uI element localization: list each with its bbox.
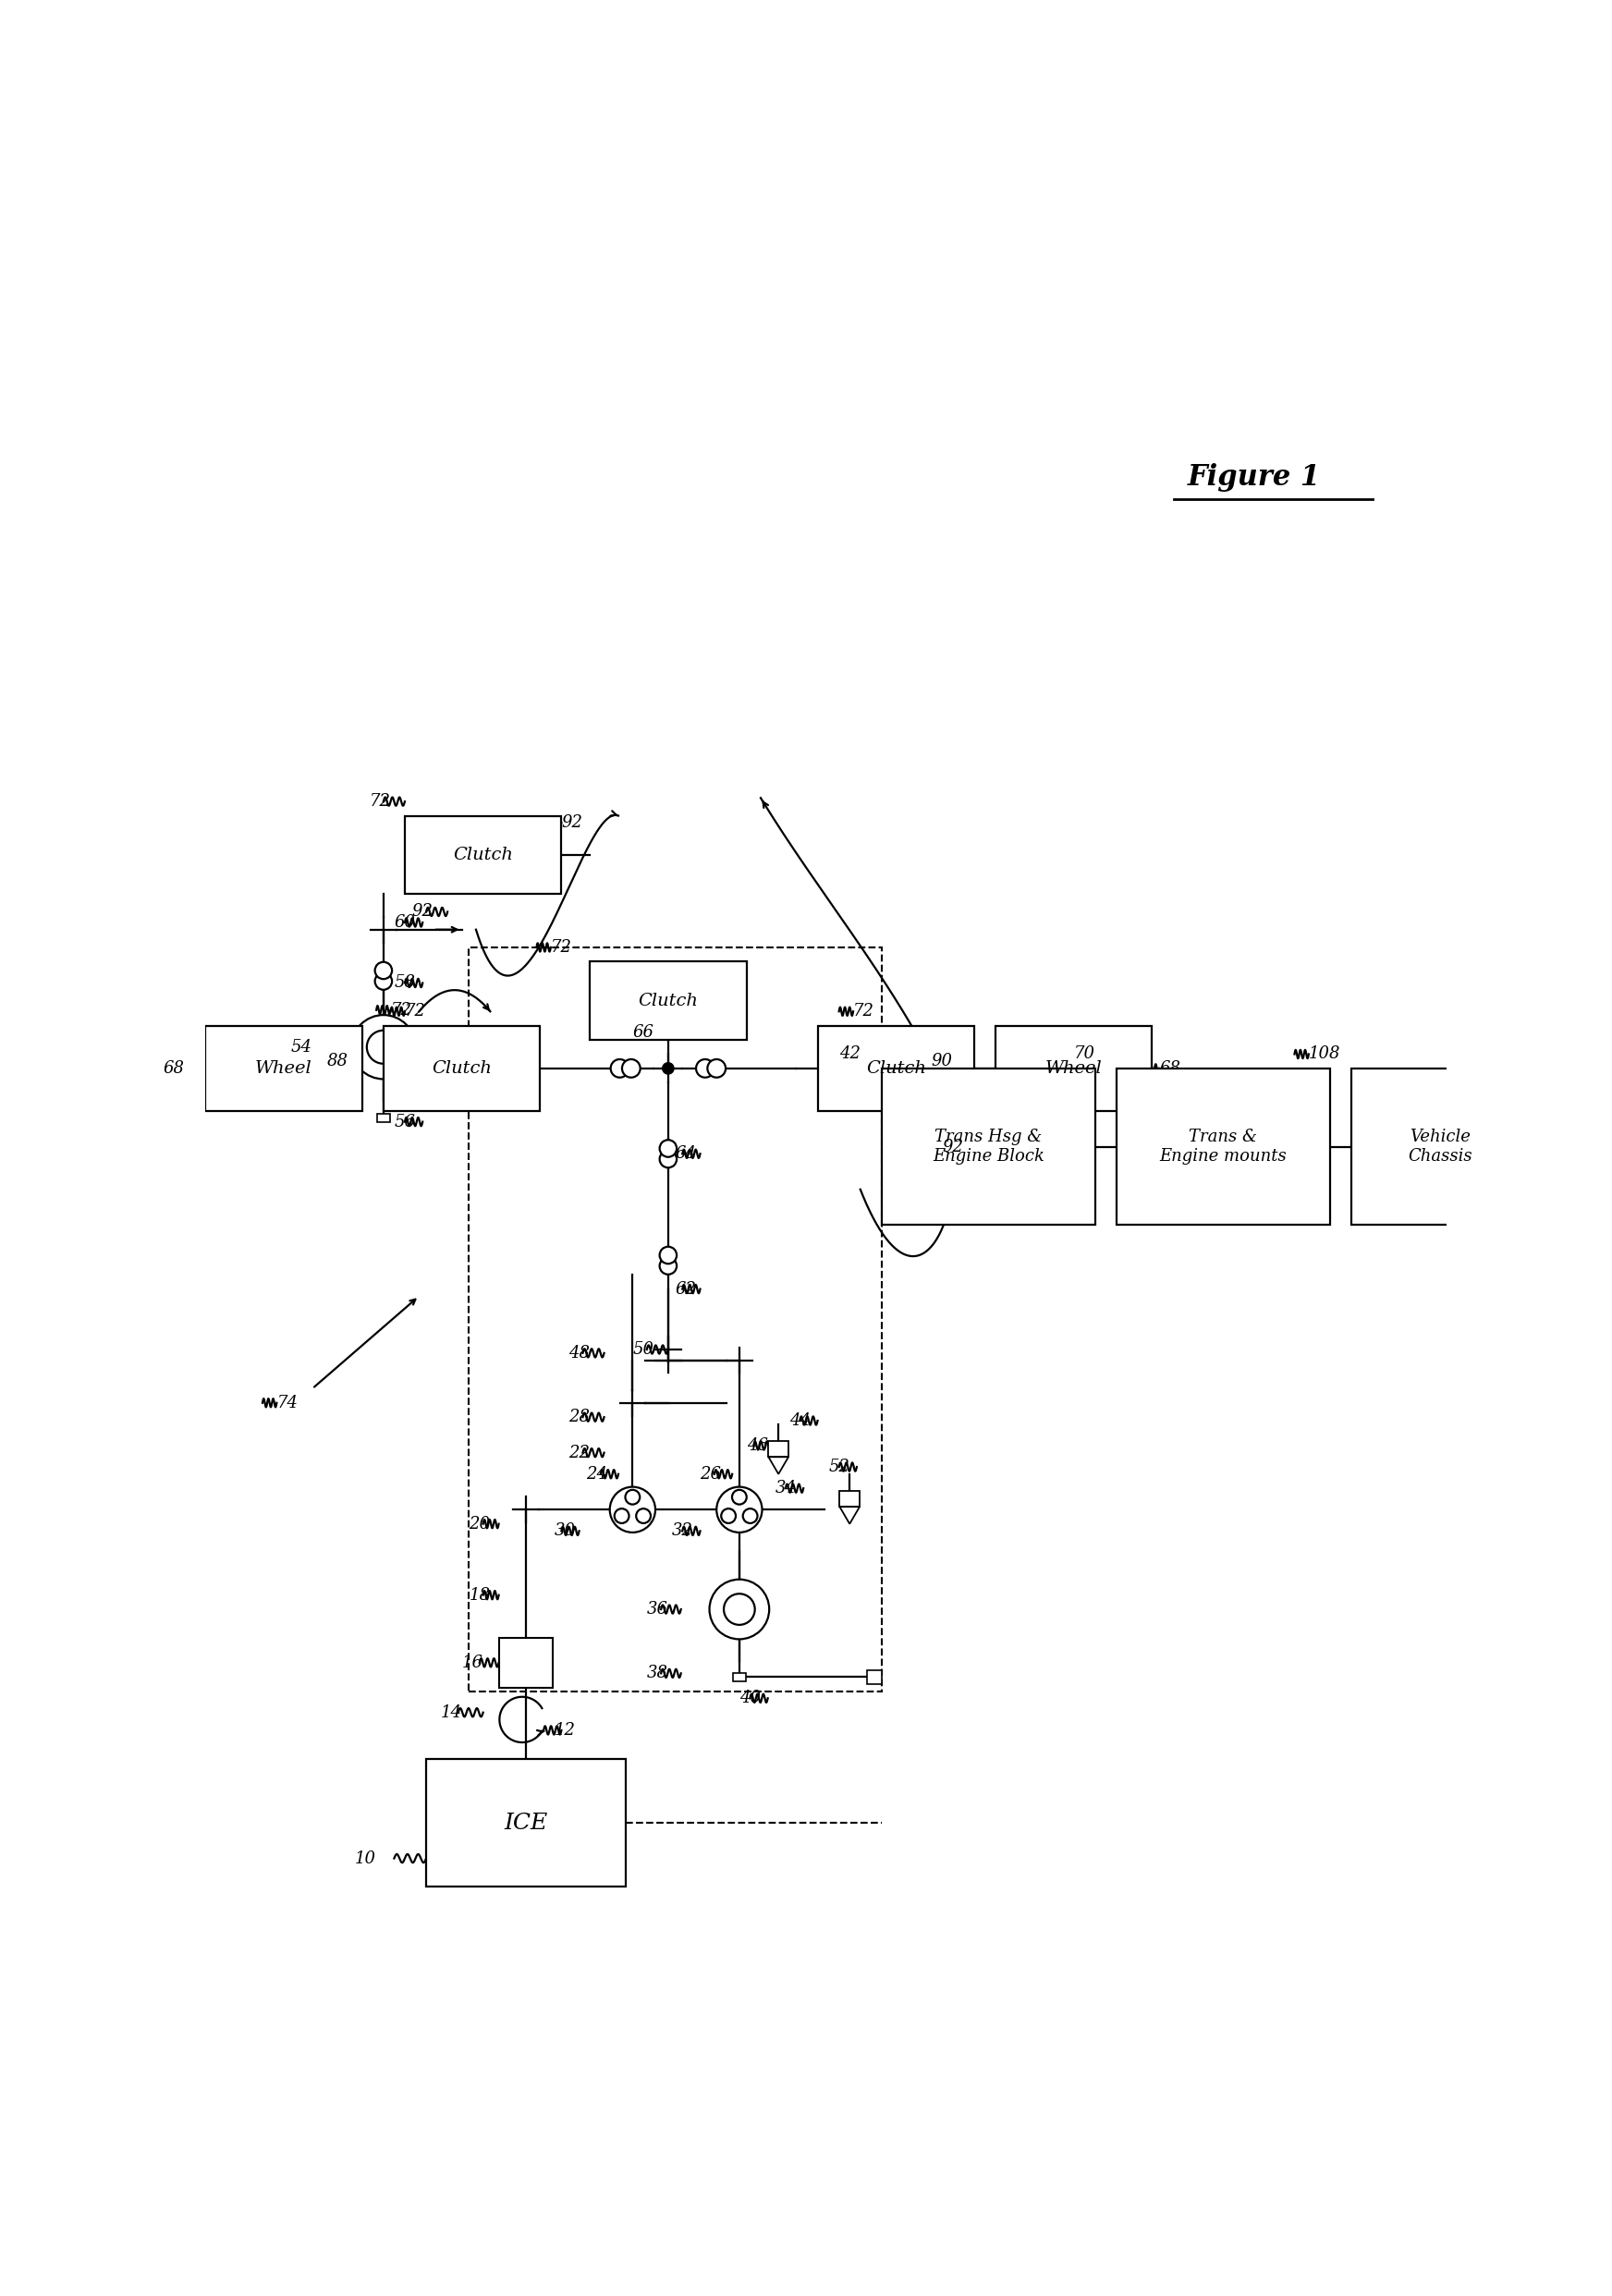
Circle shape: [732, 1490, 746, 1504]
Text: 108: 108: [1309, 1045, 1341, 1063]
Bar: [1117, 1068, 1330, 1226]
Text: 52: 52: [829, 1458, 850, 1476]
Text: 70: 70: [1074, 1045, 1095, 1063]
Circle shape: [637, 1508, 651, 1522]
Text: 50: 50: [632, 1341, 654, 1357]
Bar: [469, 948, 882, 1692]
Circle shape: [376, 962, 392, 978]
Text: 90: 90: [932, 1054, 953, 1070]
Text: 20: 20: [469, 1515, 490, 1531]
Text: Trans Hsg &
Engine Block: Trans Hsg & Engine Block: [933, 1130, 1045, 1164]
Text: 60: 60: [395, 914, 416, 930]
Text: 22: 22: [569, 1444, 590, 1460]
Bar: [426, 1759, 625, 1887]
Text: 44: 44: [790, 1412, 811, 1428]
Bar: [590, 962, 746, 1040]
Text: 42: 42: [838, 1045, 861, 1063]
Bar: [498, 1637, 553, 1688]
Text: 34: 34: [775, 1481, 796, 1497]
Bar: [377, 1114, 390, 1123]
Text: 56: 56: [395, 1114, 416, 1130]
Text: Figure 1: Figure 1: [1188, 464, 1320, 491]
Circle shape: [376, 974, 392, 990]
Text: ICE: ICE: [505, 1812, 548, 1835]
Circle shape: [717, 1488, 762, 1531]
Text: Wheel: Wheel: [255, 1061, 313, 1077]
Circle shape: [659, 1258, 677, 1274]
Text: 32: 32: [672, 1522, 693, 1538]
Circle shape: [614, 1508, 629, 1522]
Circle shape: [696, 1058, 714, 1077]
Text: Trans &
Engine mounts: Trans & Engine mounts: [1159, 1130, 1286, 1164]
Bar: [733, 1671, 746, 1681]
Circle shape: [659, 1247, 677, 1263]
Circle shape: [721, 1508, 735, 1522]
Text: 36: 36: [646, 1600, 667, 1619]
Text: 58: 58: [395, 976, 416, 992]
Text: Clutch: Clutch: [453, 847, 513, 863]
Circle shape: [609, 1488, 656, 1531]
Text: Clutch: Clutch: [432, 1061, 492, 1077]
Text: 18: 18: [469, 1587, 490, 1603]
Text: 30: 30: [555, 1522, 575, 1538]
Text: 72: 72: [369, 792, 390, 810]
Text: 74: 74: [277, 1394, 298, 1412]
Text: 54: 54: [290, 1038, 313, 1056]
Circle shape: [611, 1058, 629, 1077]
Text: 16: 16: [461, 1655, 484, 1671]
Text: 26: 26: [700, 1465, 722, 1483]
Text: 72: 72: [390, 1001, 411, 1019]
Circle shape: [622, 1058, 640, 1077]
Bar: [769, 1442, 788, 1458]
Text: 72: 72: [551, 939, 572, 955]
Text: 28: 28: [569, 1410, 590, 1426]
Text: 72: 72: [853, 1003, 874, 1019]
Circle shape: [625, 1490, 640, 1504]
Text: Wheel: Wheel: [1045, 1061, 1103, 1077]
Text: Clutch: Clutch: [866, 1061, 925, 1077]
Text: 92: 92: [561, 815, 582, 831]
Bar: [817, 1026, 974, 1111]
Text: 68: 68: [163, 1061, 184, 1077]
Text: 46: 46: [746, 1437, 767, 1453]
Text: 38: 38: [646, 1665, 667, 1681]
Circle shape: [659, 1139, 677, 1157]
Circle shape: [663, 1063, 674, 1075]
Circle shape: [709, 1580, 769, 1639]
Text: 72: 72: [405, 1003, 426, 1019]
Bar: [384, 1026, 540, 1111]
Bar: [840, 1490, 859, 1506]
Text: 66: 66: [632, 1024, 654, 1040]
Bar: [405, 815, 561, 893]
Circle shape: [743, 1508, 758, 1522]
Bar: [867, 1669, 882, 1683]
Text: Clutch: Clutch: [638, 992, 698, 1008]
Text: 48: 48: [569, 1345, 590, 1362]
Bar: [1351, 1068, 1530, 1226]
Text: Vehicle
Chassis: Vehicle Chassis: [1409, 1130, 1472, 1164]
Circle shape: [368, 1031, 400, 1063]
Text: 88: 88: [327, 1054, 348, 1070]
Circle shape: [659, 1150, 677, 1169]
Text: 92: 92: [413, 905, 434, 921]
Bar: [882, 1068, 1095, 1226]
Circle shape: [708, 1058, 725, 1077]
Text: 68: 68: [1159, 1061, 1180, 1077]
Text: 10: 10: [355, 1851, 376, 1867]
Bar: [206, 1026, 363, 1111]
Text: 64: 64: [675, 1146, 696, 1162]
Text: 12: 12: [555, 1722, 575, 1738]
Bar: [996, 1026, 1153, 1111]
Text: 92: 92: [941, 1139, 964, 1155]
Text: 62: 62: [675, 1281, 696, 1297]
Text: 14: 14: [440, 1704, 461, 1720]
Text: 24: 24: [587, 1465, 608, 1483]
Circle shape: [724, 1593, 754, 1626]
Circle shape: [351, 1015, 416, 1079]
Text: 40: 40: [740, 1690, 761, 1706]
